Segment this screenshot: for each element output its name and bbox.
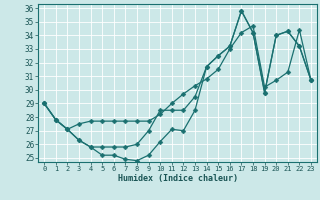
X-axis label: Humidex (Indice chaleur): Humidex (Indice chaleur) <box>118 174 238 183</box>
